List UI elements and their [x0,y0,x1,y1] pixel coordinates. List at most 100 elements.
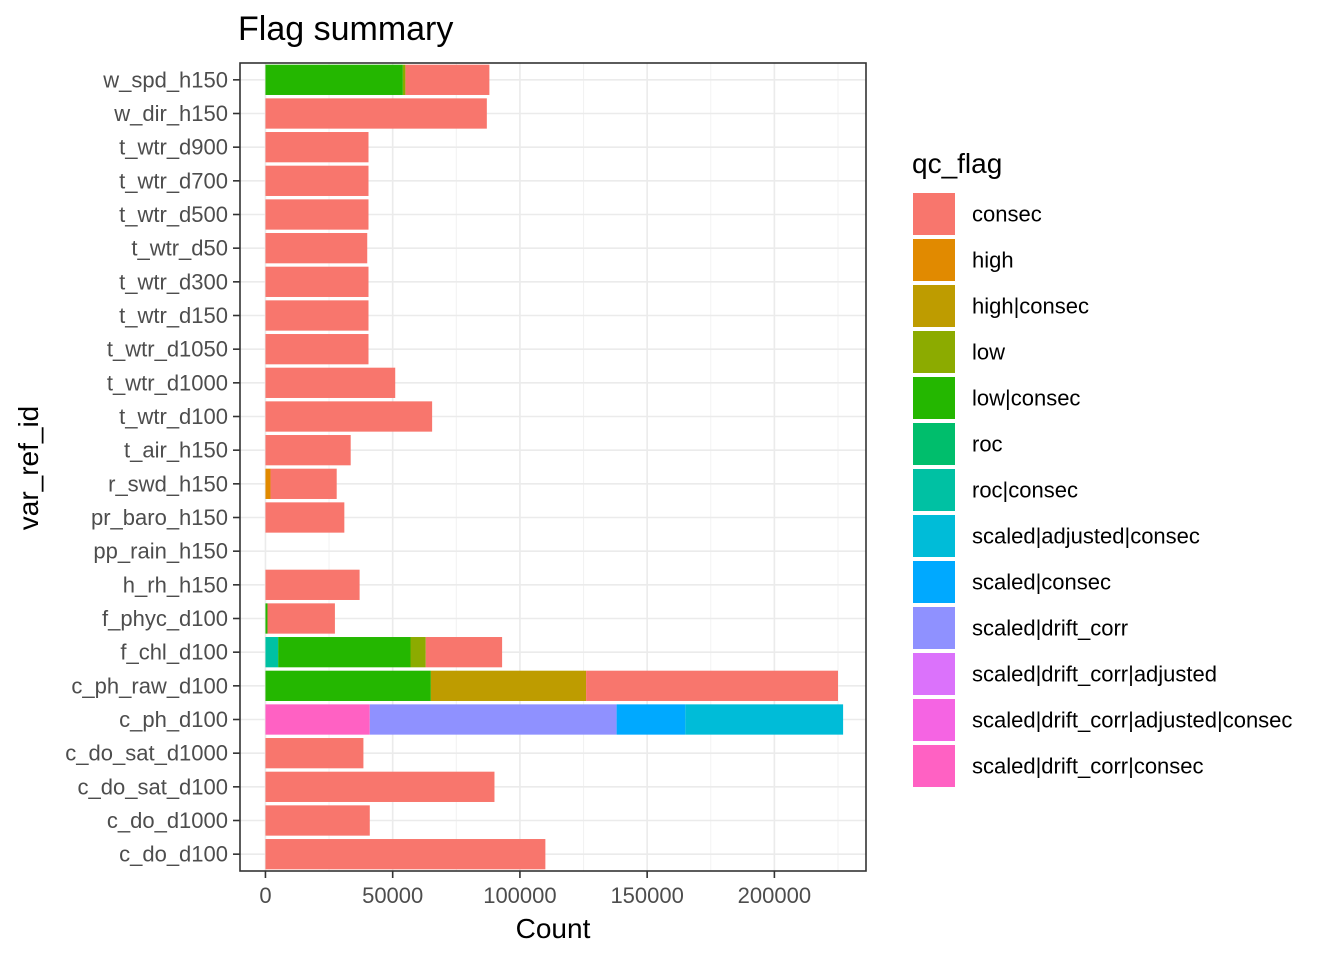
legend-key [913,515,955,557]
y-tick-label: c_ph_raw_d100 [71,673,228,698]
y-tick-label: f_phyc_d100 [102,606,228,631]
bar-segment [369,704,617,735]
legend-label: high|consec [972,294,1089,319]
bar-segment [265,603,268,634]
y-tick-label: w_dir_h150 [113,101,228,126]
y-tick-label: t_wtr_d1000 [107,370,228,395]
bar-segment [265,132,369,163]
bar-segment [278,637,411,668]
y-tick-label: t_wtr_d1050 [107,337,228,362]
bar-segment [265,468,271,499]
y-tick-label: c_do_d100 [119,842,228,867]
legend-key [913,469,955,511]
y-tick-label: t_wtr_d100 [119,404,228,429]
legend-label: scaled|adjusted|consec [972,524,1200,549]
y-tick-label: pp_rain_h150 [93,539,228,564]
y-tick-label: t_wtr_d300 [119,269,228,294]
legend-key [913,607,955,649]
legend-label: scaled|consec [972,570,1111,595]
bar-segment [685,704,844,735]
legend-key [913,239,955,281]
chart-title: Flag summary [238,10,453,48]
legend-key [913,193,955,235]
bar-segment [265,738,364,769]
legend-label: consec [972,202,1042,227]
plot-area: w_spd_h150 w_dir_h150 t_wtr_d900 t_wtr_d700… [65,62,867,908]
bar-segment [586,670,839,701]
y-tick-label: pr_baro_h150 [91,505,228,530]
x-tick-label: 100000 [483,883,556,908]
x-tick-label: 150000 [610,883,683,908]
y-tick-label: h_rh_h150 [123,572,228,597]
y-tick-label: t_wtr_d500 [119,202,228,227]
bar-segment [265,637,279,668]
panel-background [240,63,866,871]
legend-label: scaled|drift_corr|consec [972,754,1204,779]
panel-border [239,62,867,872]
legend-key [913,423,955,465]
bar-segment [405,64,490,95]
legend-label: high [972,248,1014,273]
legend-label: scaled|drift_corr|adjusted|consec [972,708,1292,733]
bar-segment [265,233,368,264]
y-tick-label: w_spd_h150 [102,67,228,92]
bar-segment [265,435,351,466]
y-tick-label: c_do_d1000 [107,808,228,833]
y-tick-label: t_wtr_d700 [119,168,228,193]
legend-label: low [972,340,1005,365]
bar-segment [402,64,406,95]
legend-key [913,561,955,603]
legend-key [913,331,955,373]
y-tick-label: t_wtr_d900 [119,135,228,160]
bar-segment [265,199,369,230]
y-tick-label: t_wtr_d150 [119,303,228,328]
y-tick-label: f_chl_d100 [120,640,228,665]
y-tick-label: t_wtr_d50 [131,236,228,261]
bar-segment [265,839,546,870]
bar-segment [265,300,369,331]
bar-segment [265,266,369,297]
bar-segment [270,468,337,499]
bar-segment [267,603,335,634]
bar-segment [430,670,587,701]
y-axis-title: var_ref_id [13,406,44,531]
bar-segment [410,637,426,668]
legend-title: qc_flag [912,148,1002,179]
bar-segment [265,670,431,701]
bar-segment [265,569,360,600]
bar-segment [265,502,345,533]
bar-segment [265,98,487,129]
y-tick-label: c_do_sat_d1000 [65,741,228,766]
y-tick-label: c_ph_d100 [119,707,228,732]
legend-key [913,285,955,327]
legend-label: roc|consec [972,478,1078,503]
bar-segment [265,334,369,365]
legend-label: scaled|drift_corr|adjusted [972,662,1217,687]
bar-segment [265,704,370,735]
legend-label: scaled|drift_corr [972,616,1128,641]
bar-segment [425,637,503,668]
x-tick-label: 0 [259,883,271,908]
x-tick-label: 200000 [738,883,811,908]
legend-label: roc [972,432,1003,457]
legend-label: low|consec [972,386,1080,411]
bar-segment [265,64,403,95]
x-axis-title: Count [516,913,591,944]
bar-segment [265,805,370,836]
legend-key [913,699,955,741]
bar-segment [616,704,686,735]
y-tick-label: c_do_sat_d100 [78,774,228,799]
bar-segment [265,165,369,196]
legend-key [913,377,955,419]
legend: consec high high|consec low low|consec roc roc… [913,193,1292,787]
bar-segment [265,771,495,802]
x-tick-label: 50000 [362,883,423,908]
y-tick-label: t_air_h150 [124,438,228,463]
legend-key [913,745,955,787]
y-tick-label: r_swd_h150 [108,471,228,496]
bar-segment [265,401,433,432]
bar-segment [265,367,396,398]
legend-key [913,653,955,695]
